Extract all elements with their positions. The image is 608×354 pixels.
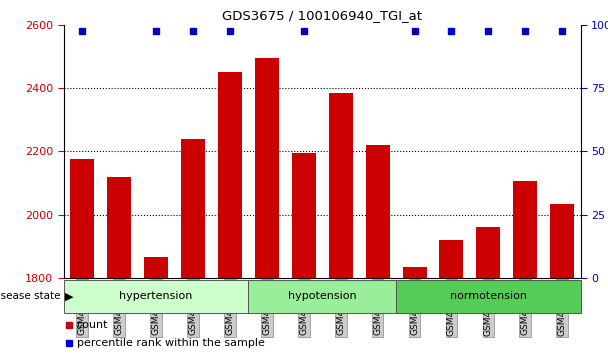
Text: hypotension: hypotension (288, 291, 356, 302)
Bar (365, 145, 390, 278)
Bar (513, 181, 537, 278)
Text: normotension: normotension (450, 291, 527, 302)
Text: hypertension: hypertension (119, 291, 193, 302)
Bar (476, 227, 500, 278)
Title: GDS3675 / 100106940_TGI_at: GDS3675 / 100106940_TGI_at (223, 9, 422, 22)
FancyBboxPatch shape (396, 280, 581, 313)
FancyBboxPatch shape (64, 280, 249, 313)
Bar (550, 204, 574, 278)
Bar (329, 93, 353, 278)
Text: percentile rank within the sample: percentile rank within the sample (77, 338, 264, 348)
Text: disease state: disease state (0, 291, 61, 302)
Bar (181, 139, 205, 278)
Bar (440, 240, 463, 278)
FancyBboxPatch shape (249, 280, 396, 313)
Bar (402, 267, 427, 278)
Bar (144, 257, 168, 278)
Bar (71, 159, 94, 278)
Bar (292, 153, 316, 278)
Bar (255, 58, 279, 278)
Text: count: count (77, 320, 108, 330)
Bar (218, 72, 242, 278)
Bar (107, 177, 131, 278)
Text: ▶: ▶ (65, 291, 74, 302)
